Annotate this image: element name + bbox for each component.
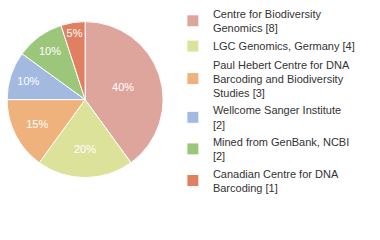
- svg-text:Canadian Centre for DNABarcodi: Canadian Centre for DNABarcoding [1]: [213, 168, 339, 194]
- svg-text:40%: 40%: [112, 81, 134, 93]
- svg-text:5%: 5%: [67, 27, 83, 39]
- svg-text:10%: 10%: [39, 45, 61, 57]
- svg-text:10%: 10%: [17, 75, 39, 87]
- svg-text:20%: 20%: [74, 143, 96, 155]
- svg-text:Mined from GenBank, NCBI[2]: Mined from GenBank, NCBI[2]: [213, 136, 349, 162]
- svg-text:LGC Genomics, Germany [4]: LGC Genomics, Germany [4]: [213, 40, 355, 52]
- svg-text:Centre for BiodiversityGenomic: Centre for BiodiversityGenomics [8]: [213, 8, 322, 34]
- svg-text:Paul Hebert Centre for DNABarc: Paul Hebert Centre for DNABarcoding and …: [213, 59, 350, 100]
- svg-text:Wellcome Sanger Institute[2]: Wellcome Sanger Institute[2]: [213, 104, 341, 130]
- svg-text:15%: 15%: [26, 118, 48, 130]
